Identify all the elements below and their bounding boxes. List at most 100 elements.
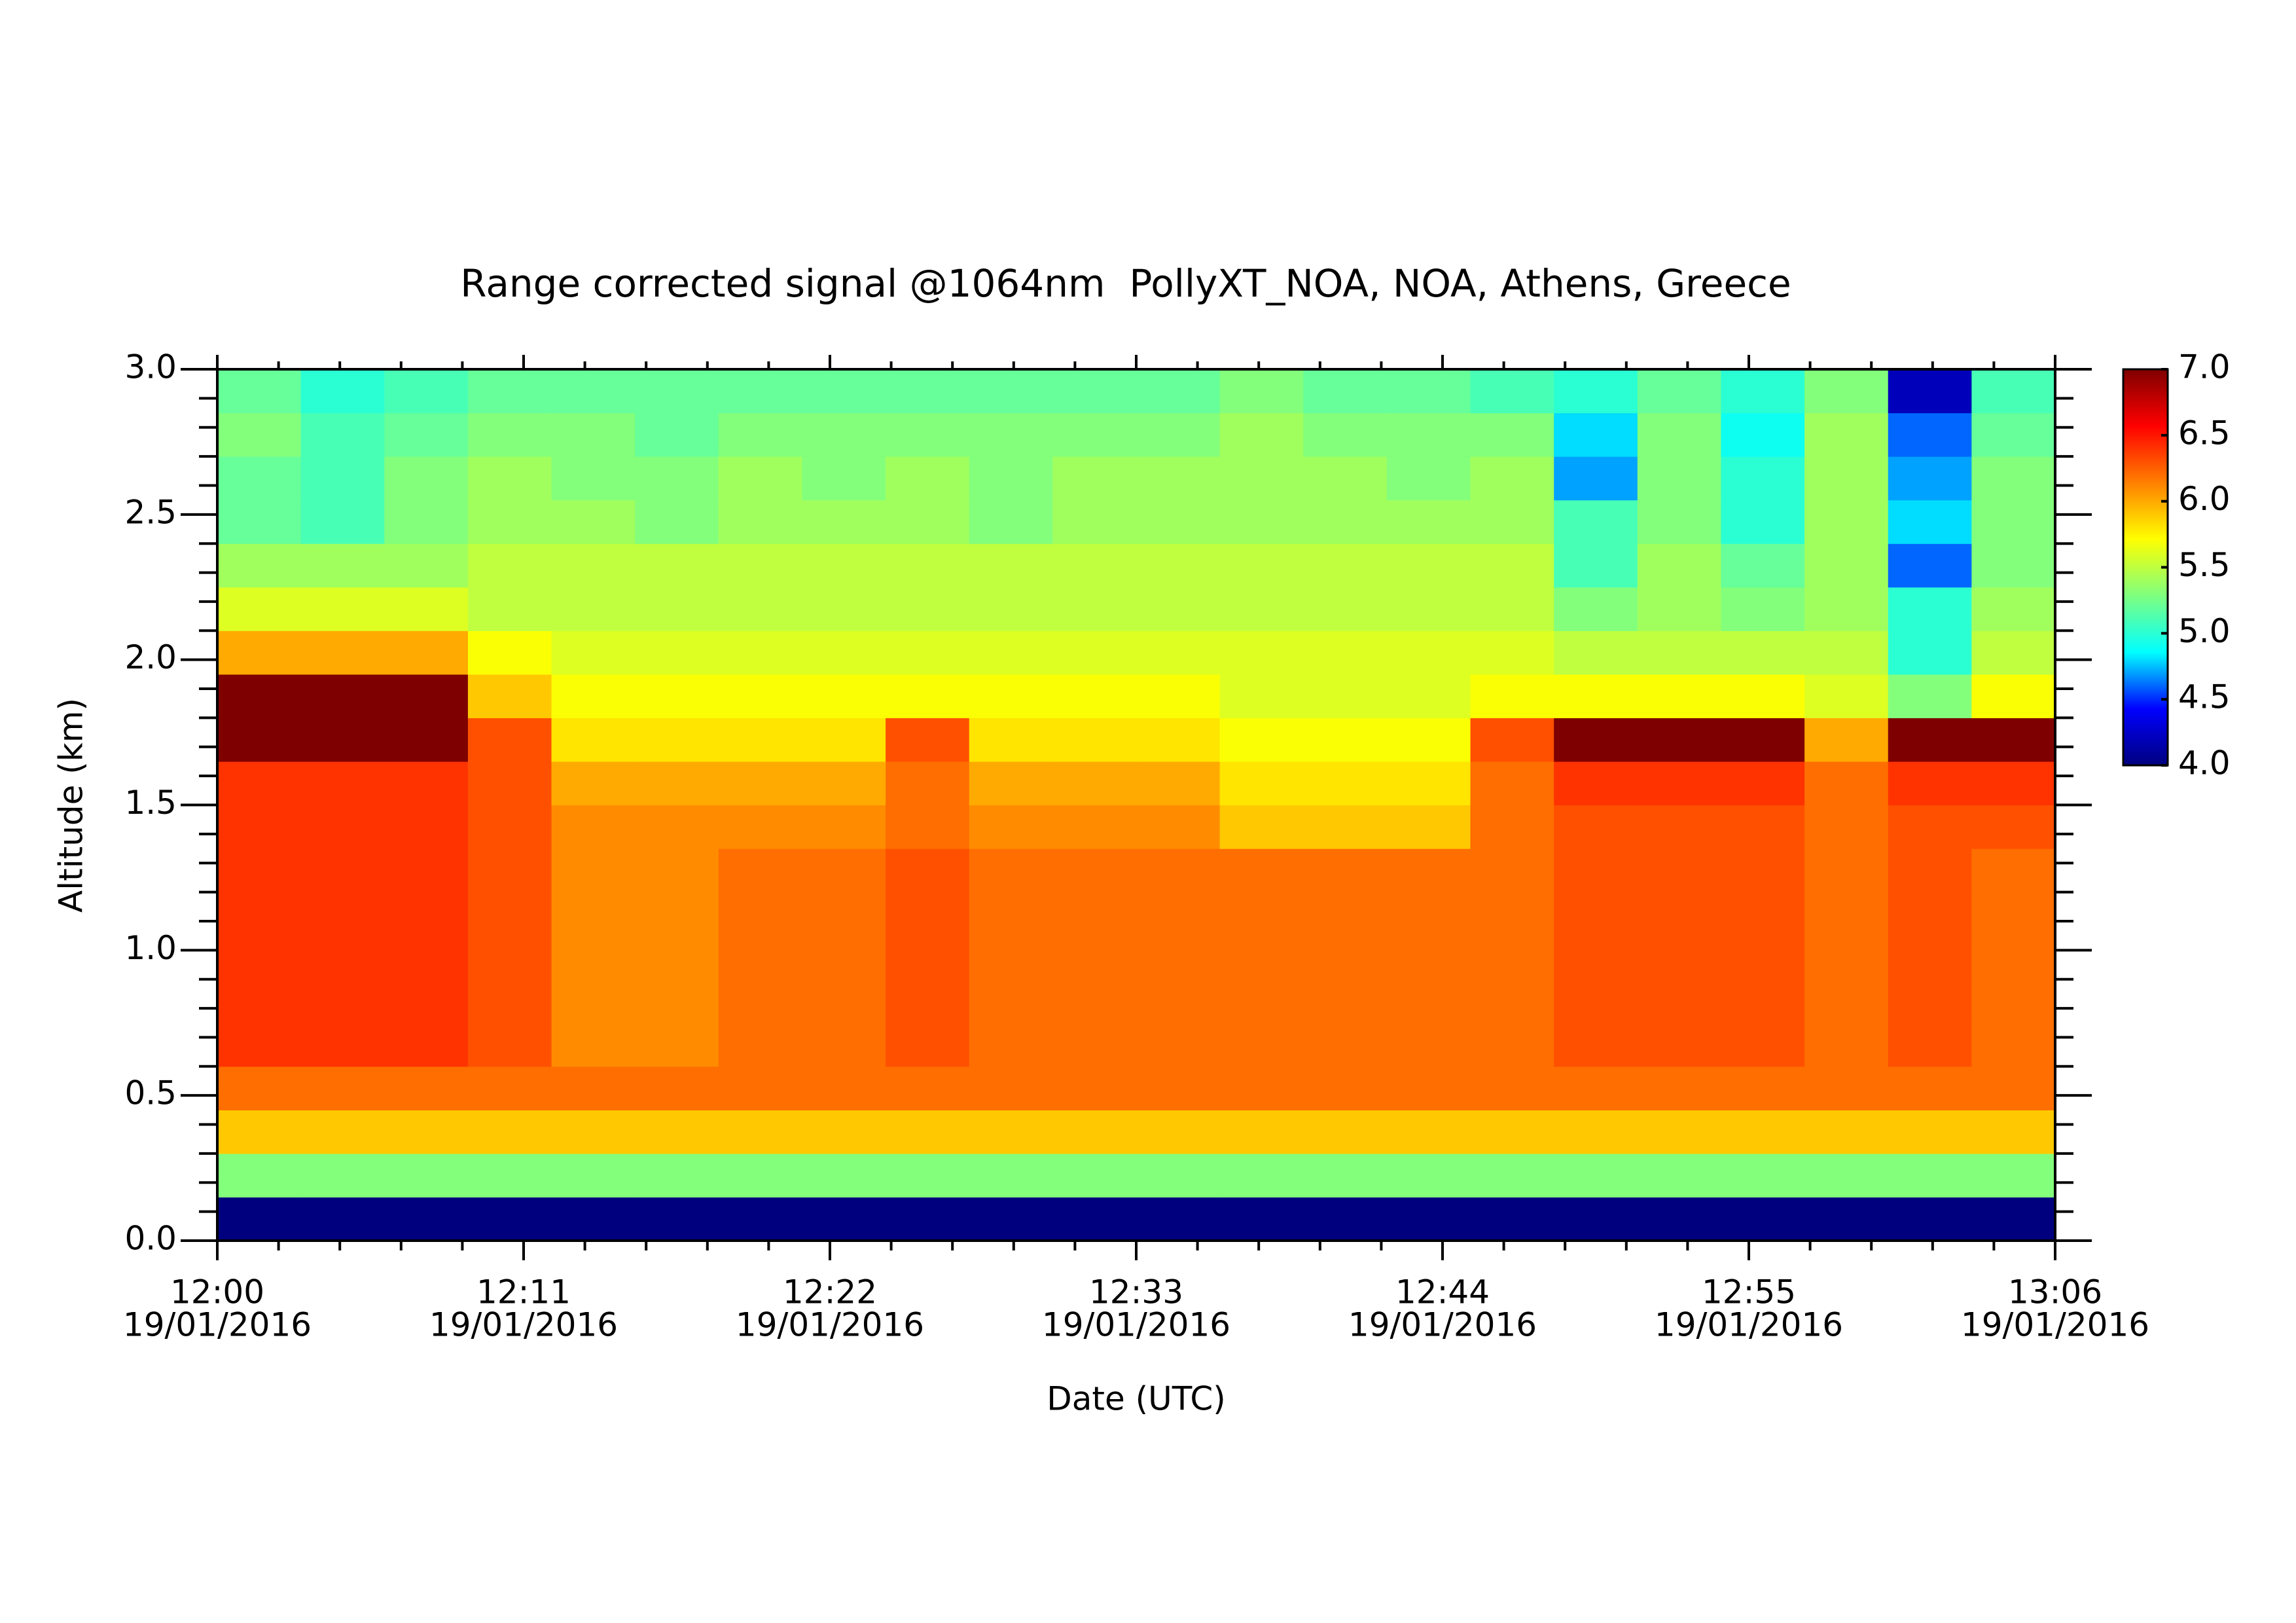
heatmap-cell bbox=[1136, 674, 1221, 718]
heatmap-cell bbox=[1386, 892, 1471, 936]
heatmap-cell bbox=[1219, 456, 1304, 501]
heatmap-cell bbox=[1386, 761, 1471, 806]
heatmap-cell bbox=[1136, 369, 1221, 414]
heatmap-cell bbox=[467, 805, 552, 849]
heatmap-cell bbox=[1470, 543, 1554, 588]
heatmap-cell bbox=[1971, 892, 2056, 936]
heatmap-cell bbox=[217, 718, 302, 762]
heatmap-cell bbox=[718, 761, 803, 806]
heatmap-cell bbox=[1303, 1197, 1388, 1241]
heatmap-cell bbox=[1470, 369, 1554, 414]
heatmap-cell bbox=[1052, 412, 1137, 457]
heatmap-cell bbox=[1303, 587, 1388, 631]
heatmap-cell bbox=[1721, 892, 1805, 936]
heatmap-cell bbox=[635, 1110, 719, 1154]
heatmap-cell bbox=[1804, 674, 1889, 718]
heatmap-cell bbox=[217, 1197, 302, 1241]
heatmap-cell bbox=[1219, 892, 1304, 936]
heatmap-cell bbox=[300, 1066, 385, 1110]
heatmap-cell bbox=[1721, 848, 1805, 893]
heatmap-cell bbox=[1136, 587, 1221, 631]
heatmap-cell bbox=[886, 1066, 970, 1110]
heatmap-cell bbox=[635, 1197, 719, 1241]
heatmap-cell bbox=[1303, 718, 1388, 762]
heatmap-cell bbox=[718, 543, 803, 588]
heatmap-cell bbox=[384, 936, 469, 980]
heatmap-cell bbox=[718, 979, 803, 1023]
x-axis-label: Date (UTC) bbox=[1047, 1380, 1226, 1418]
heatmap-cell bbox=[1554, 500, 1638, 544]
heatmap-cell bbox=[1386, 674, 1471, 718]
heatmap-cell bbox=[1554, 543, 1638, 588]
heatmap-cell bbox=[384, 412, 469, 457]
heatmap-cell bbox=[1303, 979, 1388, 1023]
heatmap-cell bbox=[551, 587, 636, 631]
heatmap-cell bbox=[1219, 674, 1304, 718]
heatmap-cell bbox=[300, 761, 385, 806]
heatmap-cell bbox=[1052, 674, 1137, 718]
heatmap-cell bbox=[1721, 1197, 1805, 1241]
heatmap-cell bbox=[1136, 630, 1221, 675]
heatmap-cell bbox=[718, 848, 803, 893]
heatmap-cell bbox=[551, 761, 636, 806]
heatmap-cell bbox=[1136, 718, 1221, 762]
heatmap-cell bbox=[1721, 936, 1805, 980]
heatmap-cell bbox=[1637, 805, 1722, 849]
heatmap-cell bbox=[635, 805, 719, 849]
heatmap bbox=[217, 369, 2056, 1241]
heatmap-cell bbox=[802, 848, 886, 893]
y-axis-label: Altitude (km) bbox=[52, 698, 90, 913]
heatmap-cell bbox=[551, 936, 636, 980]
heatmap-cell bbox=[551, 369, 636, 414]
heatmap-cell bbox=[1303, 1110, 1388, 1154]
heatmap-cell bbox=[1136, 805, 1221, 849]
heatmap-cell bbox=[1554, 1110, 1638, 1154]
heatmap-cell bbox=[1888, 892, 1972, 936]
heatmap-cell bbox=[718, 1153, 803, 1198]
heatmap-cell bbox=[1136, 500, 1221, 544]
heatmap-cell bbox=[1386, 412, 1471, 457]
heatmap-cell bbox=[467, 848, 552, 893]
heatmap-cell bbox=[802, 892, 886, 936]
heatmap-cell bbox=[551, 848, 636, 893]
heatmap-cell bbox=[1386, 936, 1471, 980]
heatmap-cell bbox=[1219, 718, 1304, 762]
heatmap-cell bbox=[384, 1153, 469, 1198]
heatmap-cell bbox=[1721, 500, 1805, 544]
heatmap-cell bbox=[635, 848, 719, 893]
heatmap-cell bbox=[1052, 456, 1137, 501]
heatmap-cell bbox=[1136, 1110, 1221, 1154]
heatmap-cell bbox=[1303, 456, 1388, 501]
x-tick-label: 12:33 bbox=[1089, 1273, 1183, 1311]
heatmap-cell bbox=[1721, 1153, 1805, 1198]
heatmap-cell bbox=[1971, 718, 2056, 762]
heatmap-cell bbox=[384, 1110, 469, 1154]
heatmap-cell bbox=[1804, 412, 1889, 457]
x-tick-label: 12:00 bbox=[170, 1273, 264, 1311]
colorbar-tick-label: 6.0 bbox=[2178, 480, 2231, 518]
heatmap-cell bbox=[1136, 936, 1221, 980]
heatmap-cell bbox=[1804, 369, 1889, 414]
heatmap-cell bbox=[551, 674, 636, 718]
heatmap-cell bbox=[300, 892, 385, 936]
heatmap-cell bbox=[1637, 543, 1722, 588]
heatmap-cell bbox=[1052, 543, 1137, 588]
heatmap-cell bbox=[635, 412, 719, 457]
heatmap-cell bbox=[802, 1197, 886, 1241]
heatmap-cell bbox=[1052, 1197, 1137, 1241]
heatmap-cell bbox=[1721, 456, 1805, 501]
heatmap-cell bbox=[1554, 1153, 1638, 1198]
heatmap-cell bbox=[802, 587, 886, 631]
heatmap-cell bbox=[551, 1153, 636, 1198]
heatmap-cell bbox=[1386, 1023, 1471, 1067]
heatmap-cell bbox=[1721, 1023, 1805, 1067]
heatmap-cell bbox=[1804, 805, 1889, 849]
heatmap-cell bbox=[1303, 630, 1388, 675]
heatmap-cell bbox=[1721, 587, 1805, 631]
heatmap-cell bbox=[1888, 1153, 1972, 1198]
heatmap-cell bbox=[1052, 500, 1137, 544]
colorbar-tick-label: 6.5 bbox=[2178, 414, 2231, 452]
heatmap-cell bbox=[1386, 543, 1471, 588]
heatmap-cell bbox=[1219, 1023, 1304, 1067]
heatmap-cell bbox=[1637, 630, 1722, 675]
